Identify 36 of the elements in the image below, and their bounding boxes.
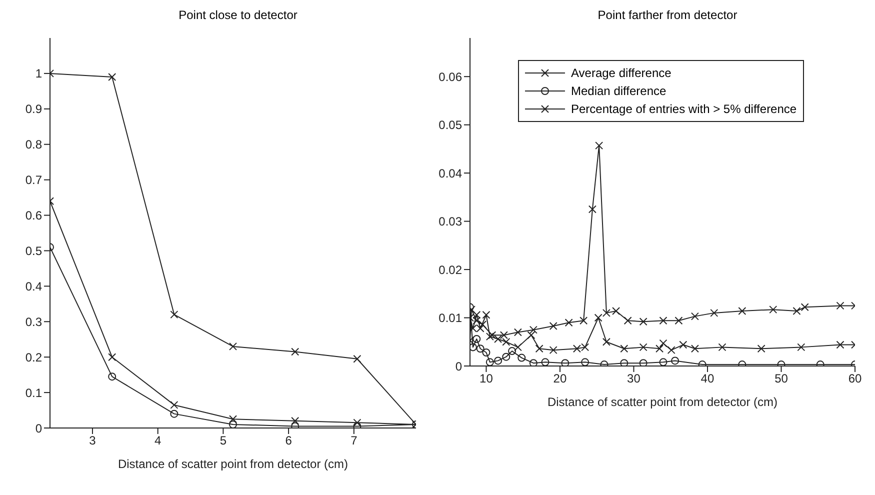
x-tick-label: 10 [480,372,494,386]
y-tick-label: 0.03 [438,214,462,229]
y-tick-label: 0.4 [25,279,42,294]
y-tick-label: 0.8 [25,138,42,152]
x-tick-label: 60 [848,372,862,386]
x-tick-label: 3 [89,434,96,448]
x-tick-label: 50 [774,372,788,386]
y-tick-label: 0 [35,421,42,436]
y-tick-label: 0.01 [438,311,462,326]
legend-label: Median difference [571,84,666,98]
x-axis-title: Distance of scatter point from detector (cm) [118,457,348,471]
y-tick-label: 0.2 [25,350,42,364]
x-tick-label: 30 [627,372,641,386]
y-tick-label: 0 [455,359,462,374]
x-axis-title: Distance of scatter point from detector (cm) [547,395,778,409]
y-tick-label: 1 [35,66,42,81]
legend-label: Average difference [571,66,672,80]
x-tick-label: 20 [553,372,567,386]
chart-title: Point farther from detector [596,8,738,24]
y-tick-label: 0.9 [25,102,42,116]
y-tick-label: 0.6 [25,208,42,223]
y-tick-label: 0.5 [25,244,42,258]
legend-label: Percentage of entries with > 5% difference [571,102,797,116]
y-tick-label: 0.3 [25,314,42,329]
x-tick-label: 40 [700,372,714,386]
y-tick-label: 0.04 [438,166,462,180]
y-tick-label: 0.06 [438,70,462,84]
chart-title: Point close to detector [178,8,298,24]
y-tick-label: 0.05 [438,118,462,132]
x-tick-label: 5 [220,434,227,448]
y-tick-label: 0.7 [25,173,42,188]
x-tick-label: 7 [350,434,358,448]
y-tick-label: 0.1 [25,386,42,400]
x-tick-label: 4 [154,434,162,448]
x-tick-label: 6 [285,434,292,448]
y-tick-label: 0.02 [438,262,462,277]
